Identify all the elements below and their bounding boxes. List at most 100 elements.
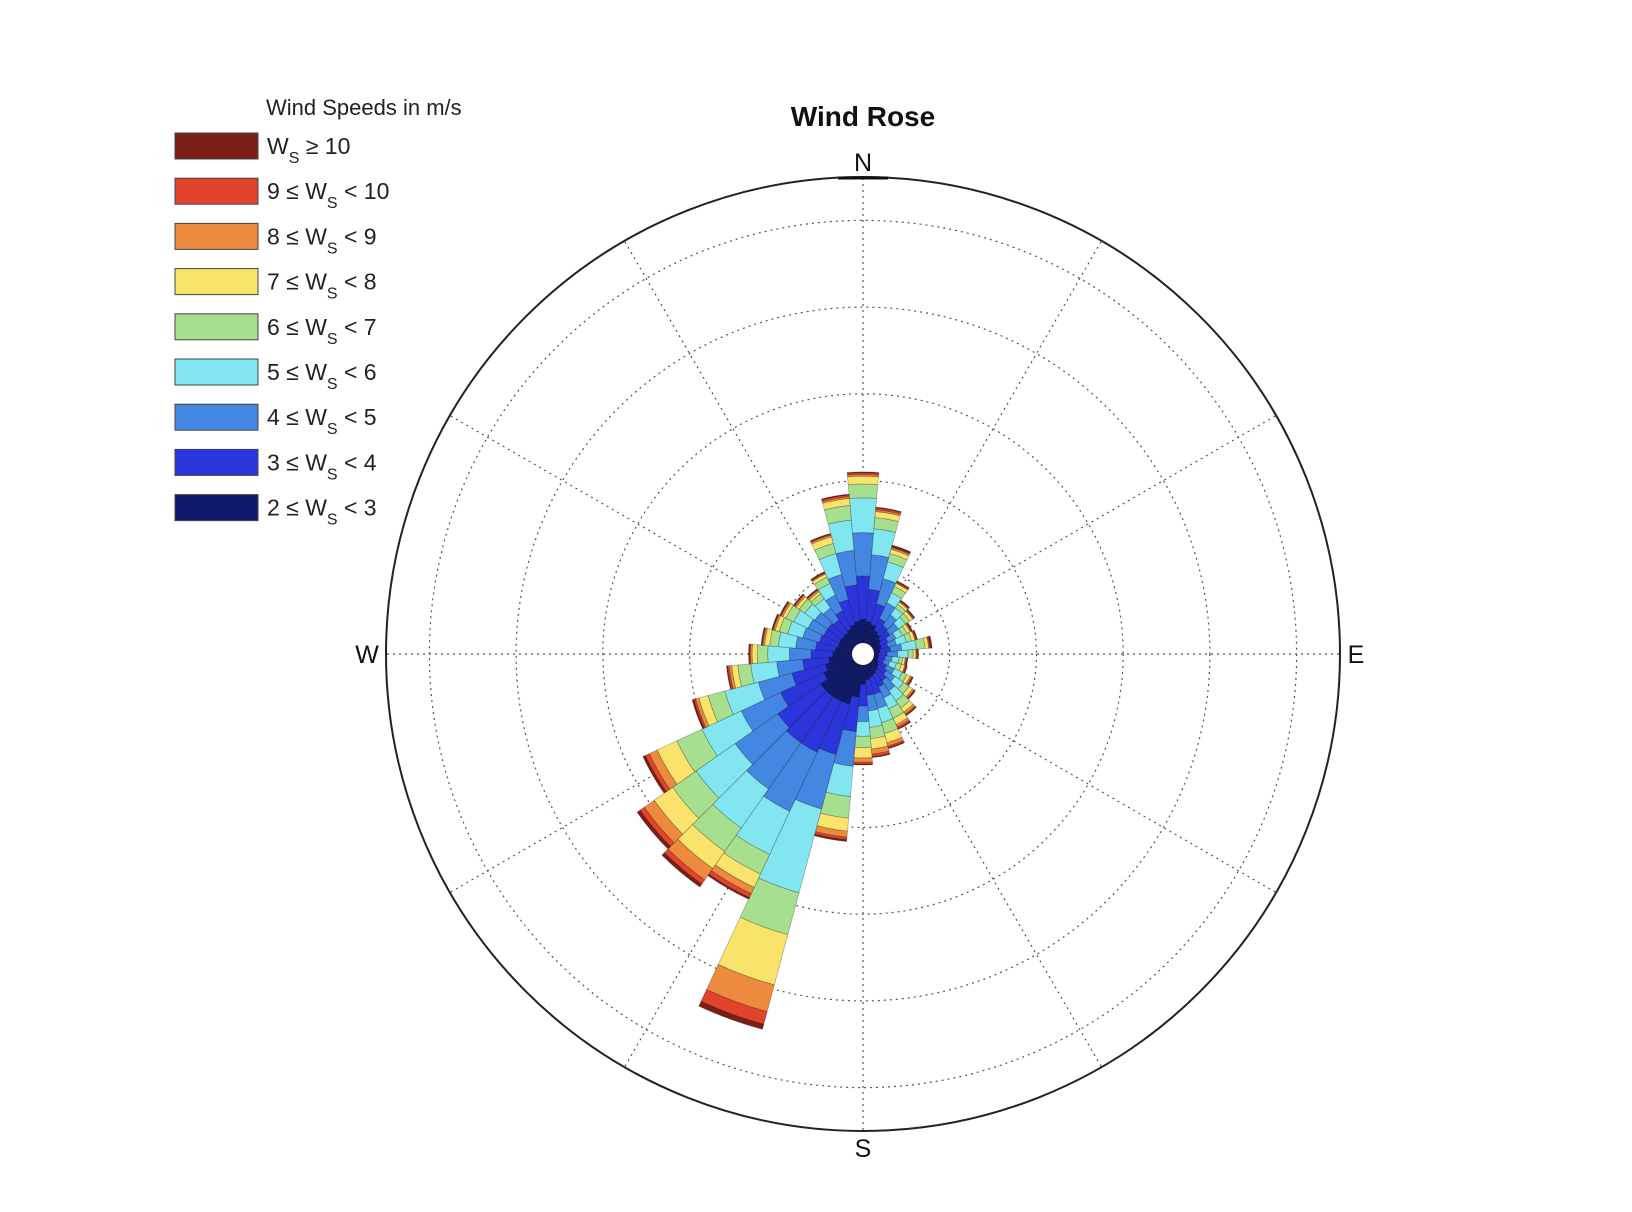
wedge-220-speed->=10	[661, 852, 703, 888]
legend-label: 8 ≤ WS < 9	[267, 223, 377, 257]
wedge-260-speed-6-7	[737, 663, 755, 688]
wedge-90-speed->=10	[916, 648, 919, 660]
wedge-320-speed-6-7	[810, 593, 825, 607]
wedge-260-speed-9-10	[726, 665, 734, 690]
wedge-250-speed-8-9	[694, 697, 710, 728]
wedge-180-speed-3-4	[858, 683, 868, 707]
legend-label: 5 ≤ WS < 6	[267, 359, 377, 393]
direction-label-w: W	[355, 641, 379, 669]
wedge-310-speed->=10	[792, 593, 805, 607]
legend: Wind Speeds in m/s WS ≥ 10 9 ≤ WS < 10 8 ≤…	[174, 95, 462, 529]
wedge-230-speed-7-8	[653, 786, 700, 835]
center-hole	[852, 643, 874, 665]
wedge-50-speed-9-10	[905, 609, 915, 620]
wedge-250-speed->=10	[691, 698, 705, 730]
wedge-90-speed-5-6	[897, 649, 909, 659]
wedge-280-speed->=10	[760, 627, 766, 646]
wedge-0-speed-7-8	[847, 475, 879, 486]
wedge-170-speed-6-7	[868, 724, 886, 740]
wedge-350-speed-3-4	[844, 584, 861, 623]
wedge-300-speed-3-4	[823, 628, 843, 644]
wedge-20-speed-9-10	[891, 546, 911, 555]
wedge-290-speed->=10	[771, 613, 779, 631]
wedge-100-speed-6-7	[897, 656, 904, 665]
wedge-300-speed-6-7	[785, 604, 802, 623]
grid-ring-4	[515, 306, 1211, 1002]
legend-label: 6 ≤ WS < 7	[267, 314, 377, 348]
legend-swatch	[174, 177, 259, 205]
wedge-50-speed-7-8	[902, 610, 914, 622]
grid-ring-3	[602, 393, 1124, 915]
wedge-80-speed-8-9	[926, 636, 930, 649]
legend-label: 3 ≤ WS < 4	[267, 449, 377, 483]
wedge-350-speed-5-6	[827, 519, 855, 554]
wedge-140-speed-3-4	[874, 668, 887, 682]
legend-swatch	[174, 222, 259, 250]
wedge-350-speed-9-10	[821, 494, 850, 503]
wedge-160-speed->=10	[887, 741, 905, 750]
wedge-220-speed-9-10	[663, 848, 706, 885]
wedge-40-speed->=10	[899, 599, 911, 609]
wedge-300-speed->=10	[779, 600, 789, 617]
legend-swatch	[174, 403, 259, 431]
wedge-90-speed-7-8	[912, 648, 917, 660]
wedge-350-speed-6-7	[823, 504, 852, 525]
legend-swatch	[174, 358, 259, 386]
wedge-170-speed->=10	[871, 753, 891, 759]
wedge-290-speed-5-6	[787, 620, 807, 639]
wedge-30-speed-8-9	[895, 581, 909, 591]
wedge-240-speed-8-9	[648, 749, 678, 790]
wedge-190-speed-9-10	[814, 831, 848, 841]
grid-spoke-120	[862, 653, 1277, 894]
wedge-50-speed-8-9	[905, 609, 914, 620]
wedge-190-speed->=10	[813, 833, 848, 842]
wedge-150-speed-6-7	[888, 703, 905, 719]
legend-swatch	[174, 448, 259, 476]
wedge-90-speed-8-9	[915, 648, 918, 660]
wedge-10-speed-9-10	[875, 507, 902, 515]
wedge-280-speed-9-10	[761, 627, 767, 646]
legend-label: 9 ≤ WS < 10	[267, 178, 389, 212]
direction-label-e: E	[1348, 641, 1365, 669]
wedge-0-speed-6-7	[847, 483, 879, 499]
wedge-270-speed-5-6	[767, 645, 790, 663]
wedge-200-speed-6-7	[739, 877, 800, 936]
wedge-0-speed->=10	[846, 471, 880, 474]
wedge-20-speed-4-5	[875, 578, 897, 608]
wedge-300-speed-7-8	[782, 602, 794, 619]
legend-swatch	[174, 268, 259, 296]
wedge-270-speed->=10	[748, 643, 751, 665]
wedge-270-speed-8-9	[749, 643, 753, 665]
grid-spoke-60	[862, 414, 1277, 655]
wedge-0-speed-9-10	[846, 472, 880, 476]
wedge-90-speed-3-4	[878, 651, 888, 657]
wedge-180-speed-5-6	[855, 720, 871, 737]
wedge-180-speed-6-7	[854, 735, 872, 749]
wedge-30-speed-5-6	[886, 592, 903, 609]
wedge-0-speed-5-6	[848, 497, 878, 534]
wedge-140-speed-8-9	[903, 703, 916, 715]
wedge-230-speed-9-10	[639, 806, 675, 848]
direction-label-n: N	[854, 149, 872, 177]
wedge-20-speed-7-8	[889, 548, 910, 561]
wedge-270-speed-9-10	[748, 643, 752, 665]
legend-label: 2 ≤ WS < 3	[267, 495, 377, 529]
wedge-90-speed-9-10	[916, 648, 919, 660]
wedge-100-speed-8-9	[903, 657, 907, 666]
wedge-20-speed-5-6	[882, 561, 904, 584]
legend-swatch	[174, 313, 259, 341]
wedge-0-speed-8-9	[846, 474, 880, 478]
wedge-10-speed-5-6	[871, 528, 897, 559]
wedge-290-speed-9-10	[772, 613, 780, 631]
wedge-140-speed->=10	[905, 706, 917, 717]
wedge-270-speed-6-7	[756, 644, 769, 664]
wedge-250-speed-7-8	[698, 695, 719, 727]
wedge-200-speed-7-8	[717, 916, 789, 986]
wedge-260-speed-7-8	[731, 664, 743, 689]
wedge-40-speed-9-10	[899, 600, 910, 610]
wedge-270-speed-7-8	[751, 643, 759, 665]
wedge-10-speed->=10	[875, 506, 902, 513]
wedge-250-speed-6-7	[707, 690, 734, 723]
wedge-240-speed->=10	[642, 754, 667, 794]
